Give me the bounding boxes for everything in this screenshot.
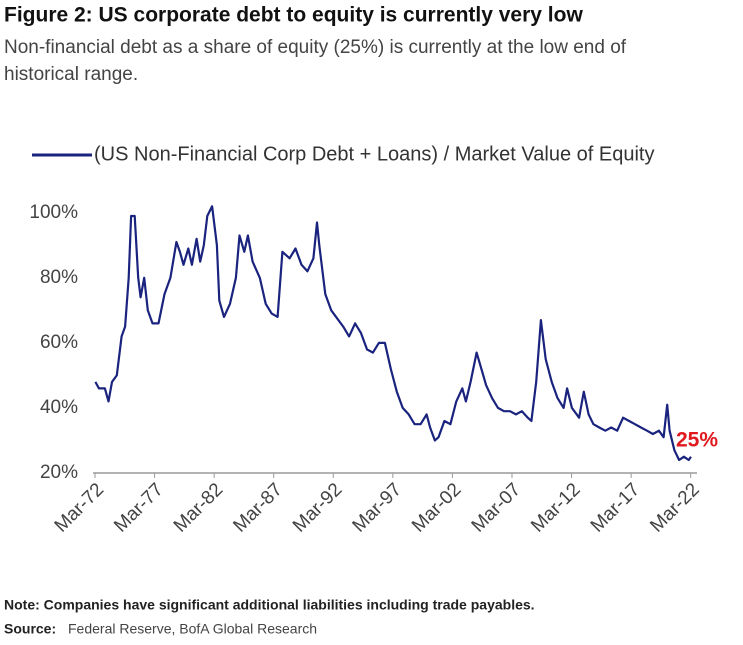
x-tick-label: Mar-82 <box>170 479 227 536</box>
legend-label: (US Non-Financial Corp Debt + Loans) / M… <box>94 143 654 165</box>
note: Note: Companies have significant additio… <box>4 597 535 613</box>
x-tick-label: Mar-92 <box>289 479 346 536</box>
y-tick-label: 100% <box>29 202 78 223</box>
data-line <box>94 205 692 462</box>
x-tick-label: Mar-07 <box>468 479 525 536</box>
y-tick-label: 40% <box>40 397 78 418</box>
x-tick-label: Mar-17 <box>587 479 644 536</box>
subtitle: historical range. <box>4 64 138 85</box>
y-tick-label: 80% <box>40 267 78 288</box>
x-tick-label: Mar-77 <box>110 479 167 536</box>
chart-title: Figure 2: US corporate debt to equity is… <box>4 4 583 27</box>
y-tick-label: 20% <box>40 462 78 483</box>
annotation: 25% <box>676 429 718 452</box>
y-tick-label: 60% <box>40 332 78 353</box>
x-tick-label: Mar-97 <box>349 479 406 536</box>
x-tick-label: Mar-87 <box>229 479 286 536</box>
source: Federal Reserve, BofA Global Research <box>68 621 317 637</box>
x-tick-label: Mar-72 <box>51 479 108 536</box>
x-tick-label: Mar-22 <box>646 479 703 536</box>
x-tick-label: Mar-12 <box>527 479 584 536</box>
source-label: Source: <box>4 621 56 637</box>
subtitle: Non-financial debt as a share of equity … <box>4 37 627 58</box>
x-tick-label: Mar-02 <box>408 479 465 536</box>
